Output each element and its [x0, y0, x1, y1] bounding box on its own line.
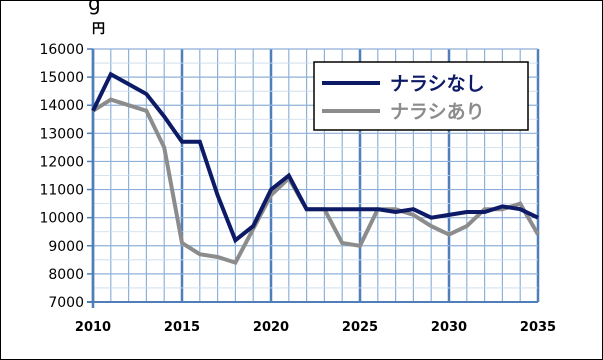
x-tick-labels: 2010 2015 2020 2025 2030 2035 [75, 320, 556, 335]
axes [87, 48, 538, 308]
y-tick-label-11000: 11000 [39, 183, 84, 199]
legend-box [313, 61, 529, 131]
y-tick-label-14000: 14000 [39, 98, 84, 114]
y-tick-label-7000: 7000 [48, 295, 84, 311]
x-tick-label-2020: 2020 [253, 320, 289, 335]
legend-label-1: ナラシあり [390, 101, 485, 123]
y-tick-label-8000: 8000 [48, 267, 84, 283]
y-tick-label-13000: 13000 [39, 126, 84, 142]
y-axis-unit: 円 [92, 22, 105, 37]
x-tick-label-2025: 2025 [342, 320, 378, 335]
y-tick-label-10000: 10000 [39, 211, 84, 227]
x-tick-label-2030: 2030 [431, 320, 467, 335]
x-tick-label-2010: 2010 [75, 320, 111, 335]
legend-label-0: ナラシなし [390, 73, 485, 95]
y-tick-label-12000: 12000 [39, 154, 84, 170]
x-tick-label-2035: 2035 [520, 320, 556, 335]
series-layer [91, 71, 540, 266]
y-tick-label-9000: 9000 [48, 239, 84, 255]
y-tick-label-15000: 15000 [39, 70, 84, 86]
series-line-0 [91, 71, 539, 244]
top-caption: g [88, 0, 101, 15]
x-tick-label-2015: 2015 [164, 320, 200, 335]
y-tick-label-16000: 16000 [39, 42, 84, 58]
y-tick-labels: 7000 8000 9000 10000 11000 12000 13000 14000 150… [39, 42, 84, 311]
